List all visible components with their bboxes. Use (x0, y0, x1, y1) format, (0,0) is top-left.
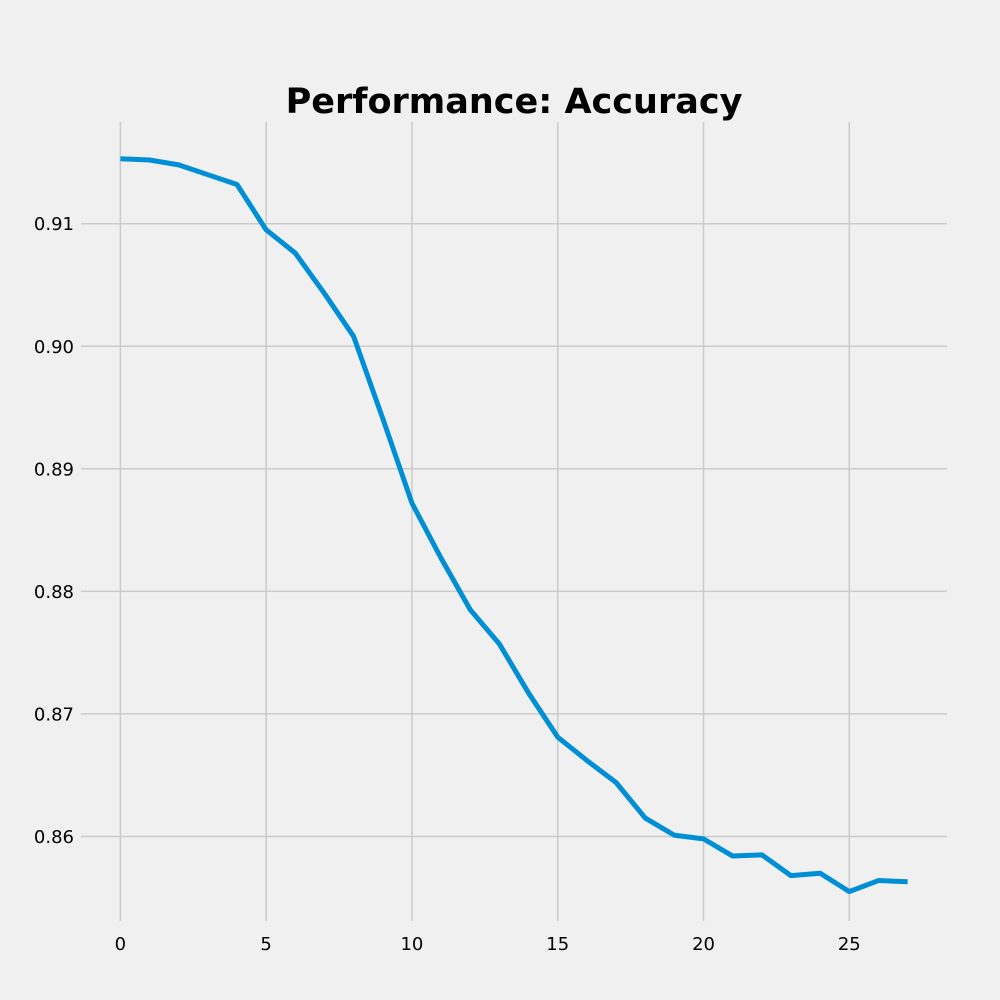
y-tick-label: 0.87 (34, 704, 74, 725)
series-lines (120, 156, 908, 895)
y-tick-label: 0.91 (34, 214, 74, 235)
chart-title: Performance: Accuracy (286, 82, 743, 122)
y-tick-label: 0.90 (34, 337, 74, 358)
y-axis-ticks: 0.86 0.87 0.88 0.89 0.90 0.91 (34, 214, 74, 848)
grid (81, 122, 947, 921)
x-tick-label: 20 (692, 934, 715, 955)
x-tick-label: 0 (115, 934, 126, 955)
y-tick-label: 0.88 (34, 582, 74, 603)
x-tick-label: 25 (838, 934, 861, 955)
x-tick-label: 10 (400, 934, 423, 955)
accuracy-series-line (120, 156, 908, 895)
y-tick-label: 0.86 (34, 827, 74, 848)
y-tick-label: 0.89 (34, 459, 74, 480)
x-tick-label: 15 (546, 934, 569, 955)
x-axis-ticks: 0 5 10 15 20 25 (115, 934, 861, 955)
x-tick-label: 5 (260, 934, 271, 955)
